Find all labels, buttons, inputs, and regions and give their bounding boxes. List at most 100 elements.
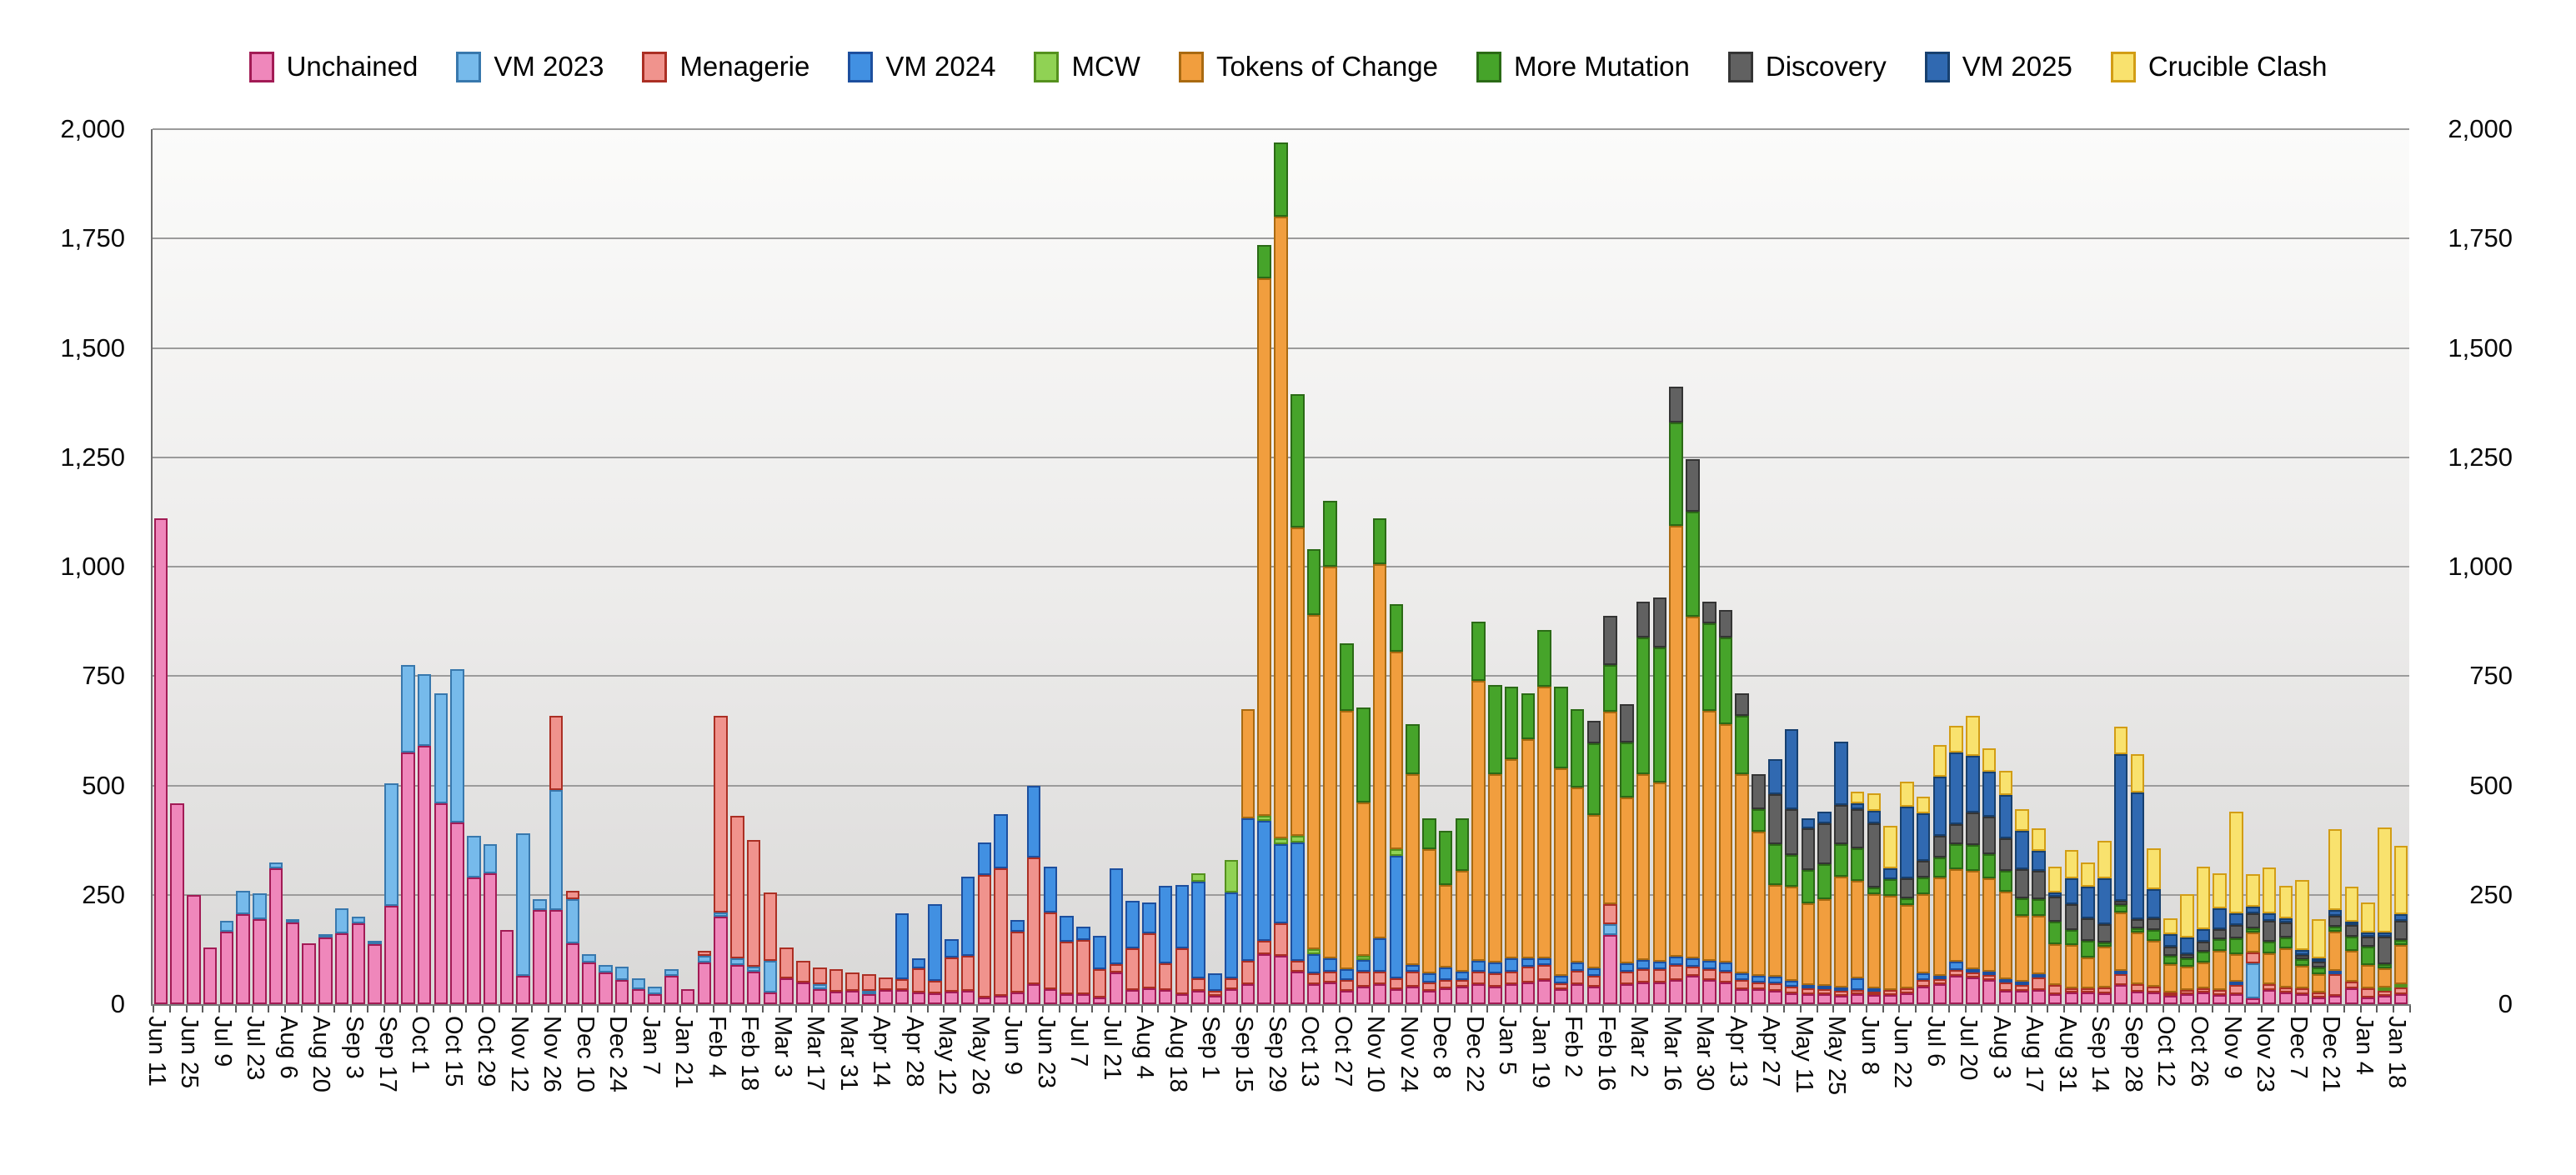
axis-tick	[943, 1006, 945, 1012]
bar-segment-menagerie	[2147, 987, 2161, 992]
bar-aug-31	[2064, 849, 2079, 1004]
bar-aug-11	[1158, 886, 1173, 1004]
bar-segment-menagerie	[763, 892, 778, 962]
bar-mar-23	[1686, 458, 1700, 1004]
bar-segment-tokens-of-change	[1537, 687, 1551, 958]
bar-segment-menagerie	[928, 980, 942, 993]
bar-segment-unchained	[499, 929, 514, 1004]
x-tick-label: Apr 14	[868, 1016, 895, 1088]
bar-segment-menagerie	[2047, 985, 2062, 994]
bar-dec-8	[1438, 830, 1453, 1004]
axis-tick	[745, 1006, 748, 1012]
bar-aug-27	[334, 908, 349, 1004]
bar-segment-unchained	[1471, 984, 1486, 1004]
axis-tick	[1667, 1006, 1670, 1012]
bar-segment-vm-2024	[1356, 960, 1371, 972]
bar-segment-menagerie	[1867, 992, 1882, 996]
bar-segment-unchained	[977, 998, 992, 1004]
legend-swatch-icon	[848, 51, 874, 82]
bar-segment-discovery	[2328, 916, 2343, 928]
legend-item-unchained[interactable]: Unchained	[248, 51, 418, 82]
bar-dec-21	[2328, 829, 2343, 1004]
bar-segment-menagerie	[945, 958, 959, 992]
gridline	[153, 128, 2409, 130]
legend-item-menagerie[interactable]: Menagerie	[642, 51, 809, 82]
bar-segment-more-mutation	[1883, 879, 1897, 897]
axis-tick	[1898, 1006, 1901, 1012]
bar-may-26	[977, 842, 992, 1004]
bar-segment-menagerie	[829, 969, 844, 992]
x-tick-label: Mar 2	[1626, 1016, 1653, 1078]
bar-jul-20	[1966, 715, 1980, 1004]
legend-item-vm-2024[interactable]: VM 2024	[848, 51, 995, 82]
bar-dec-31	[631, 978, 646, 1004]
x-tick-label: Feb 4	[703, 1016, 730, 1078]
bar-segment-discovery	[2295, 954, 2309, 959]
bar-sep-14	[2097, 841, 2112, 1004]
bar-segment-tokens-of-change	[1488, 774, 1502, 963]
bar-segment-unchained	[1998, 991, 2013, 1004]
legend-item-mcw[interactable]: MCW	[1034, 51, 1140, 82]
legend-item-vm-2023[interactable]: VM 2023	[456, 51, 604, 82]
bar-jun-1	[1850, 792, 1865, 1004]
bar-nov-17	[1389, 603, 1404, 1004]
bar-segment-vm-2024	[1586, 968, 1601, 976]
x-tick-label: Nov 12	[505, 1016, 533, 1092]
bar-segment-tokens-of-change	[1356, 802, 1371, 957]
bar-segment-menagerie	[1076, 939, 1090, 994]
bar-segment-tokens-of-change	[2081, 958, 2095, 989]
bar-segment-vm-2024	[1158, 886, 1173, 964]
bar-segment-vm-2023	[318, 934, 333, 938]
legend-item-vm-2025[interactable]: VM 2025	[1924, 51, 2072, 82]
bar-segment-unchained	[1669, 980, 1683, 1004]
bar-segment-tokens-of-change	[1883, 896, 1897, 991]
bar-segment-more-mutation	[2278, 938, 2293, 949]
bar-segment-menagerie	[1240, 960, 1255, 985]
axis-tick	[548, 1006, 550, 1012]
bar-segment-crucible-clash	[1900, 781, 1914, 808]
y-axis-label-right: 0	[2498, 989, 2513, 1018]
bar-oct-29	[483, 844, 498, 1004]
bar-segment-menagerie	[1257, 940, 1271, 954]
legend-item-crucible-clash[interactable]: Crucible Clash	[2110, 51, 2327, 82]
bar-mar-10	[796, 960, 810, 1004]
legend-item-tokens-of-change[interactable]: Tokens of Change	[1178, 51, 1438, 82]
bar-segment-vm-2025	[1817, 812, 1832, 823]
bar-segment-unchained	[680, 988, 695, 1004]
axis-tick	[1915, 1006, 1917, 1012]
axis-tick	[975, 1006, 978, 1012]
bar-segment-unchained	[1504, 984, 1519, 1004]
bar-segment-unchained	[2097, 992, 2112, 1004]
bar-segment-more-mutation	[2246, 928, 2260, 933]
legend-item-discovery[interactable]: Discovery	[1727, 51, 1887, 82]
bar-segment-unchained	[1900, 992, 1914, 1004]
bar-segment-tokens-of-change	[1701, 711, 1716, 961]
bar-segment-unchained	[1076, 993, 1090, 1004]
bar-segment-crucible-clash	[2378, 828, 2392, 932]
bar-segment-unchained	[2361, 997, 2375, 1004]
x-tick-label: Dec 21	[2318, 1016, 2345, 1092]
bar-segment-discovery	[1932, 836, 1947, 858]
bar-segment-vm-2023	[812, 984, 827, 989]
bar-jan-28	[697, 950, 712, 1004]
bar-segment-unchained	[911, 992, 926, 1004]
bar-segment-menagerie	[1092, 968, 1107, 998]
bar-jul-23	[253, 893, 267, 1004]
bar-segment-more-mutation	[1982, 853, 1997, 878]
legend-item-more-mutation[interactable]: More Mutation	[1476, 51, 1690, 82]
bar-segment-unchained	[1949, 975, 1963, 1004]
bar-segment-more-mutation	[1620, 742, 1634, 798]
axis-tick	[1882, 1006, 1884, 1012]
bar-segment-vm-2024	[1834, 988, 1848, 992]
bar-dec-24	[614, 967, 629, 1004]
bar-segment-tokens-of-change	[1982, 878, 1997, 972]
bar-segment-more-mutation	[1850, 848, 1865, 882]
bar-segment-tokens-of-change	[2278, 948, 2293, 988]
legend-swatch-icon	[642, 51, 668, 82]
bar-segment-unchained	[170, 802, 184, 1004]
bar-segment-vm-2023	[1603, 923, 1617, 936]
bar-segment-unchained	[614, 980, 629, 1004]
bar-segment-unchained	[1257, 953, 1271, 1004]
bar-feb-23	[1620, 704, 1634, 1004]
bar-segment-tokens-of-change	[1998, 892, 2013, 979]
